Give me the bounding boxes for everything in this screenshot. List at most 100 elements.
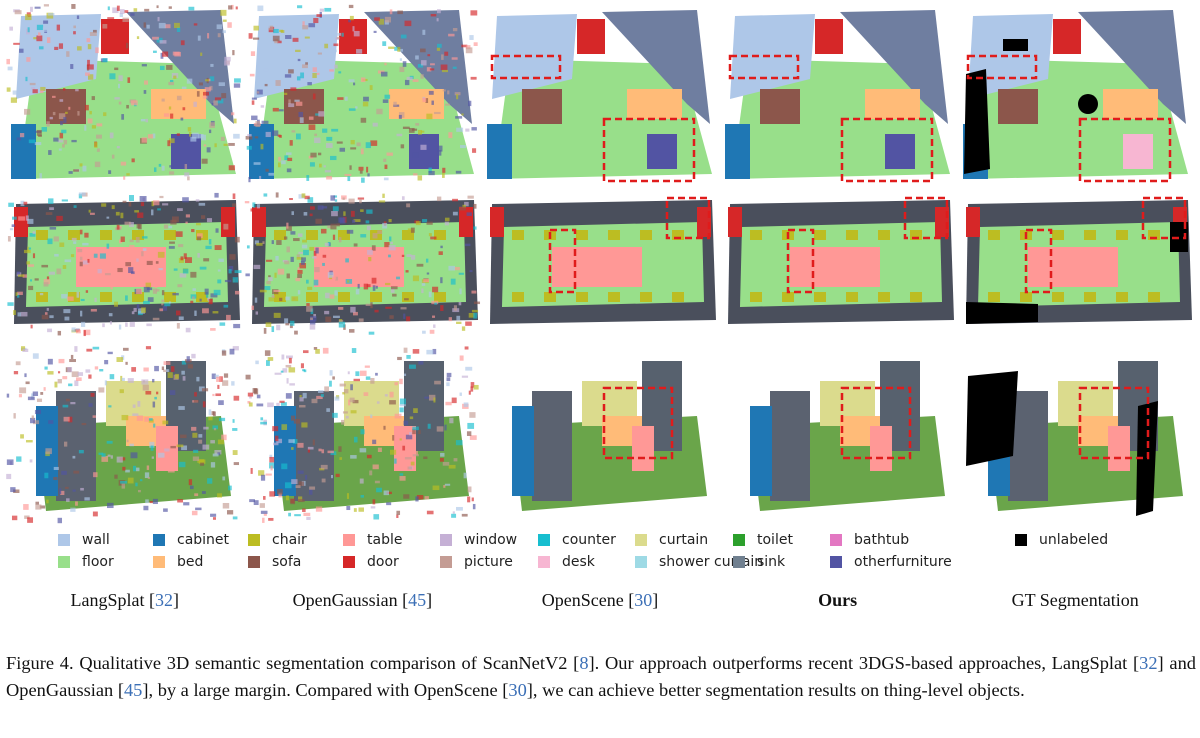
segmentation-render bbox=[963, 10, 1190, 183]
legend-item-chair: chair bbox=[248, 532, 307, 548]
legend-swatch bbox=[538, 534, 550, 546]
scene-panel-ours bbox=[720, 346, 957, 526]
scene-panel-gt-segmentation bbox=[958, 192, 1195, 340]
scene-panel-langsplat bbox=[6, 346, 243, 526]
legend-swatch bbox=[440, 556, 452, 568]
legend-swatch bbox=[830, 556, 842, 568]
segmentation-render bbox=[725, 10, 952, 183]
method-name: OpenScene bbox=[541, 590, 624, 610]
method-label-opengaussian: OpenGaussian [45] bbox=[292, 590, 433, 610]
legend-item-window: window bbox=[440, 532, 517, 548]
segmentation-render bbox=[730, 361, 950, 511]
legend-label: desk bbox=[562, 554, 595, 570]
segmentation-render bbox=[6, 4, 241, 182]
legend-label: sofa bbox=[272, 554, 302, 570]
legend-swatch bbox=[830, 534, 842, 546]
legend-swatch bbox=[635, 556, 647, 568]
legend-swatch bbox=[538, 556, 550, 568]
segmentation-render bbox=[490, 196, 716, 324]
figure-grid bbox=[6, 4, 1195, 526]
caption-citation[interactable]: 8 bbox=[579, 653, 589, 673]
method-name: LangSplat bbox=[70, 590, 145, 610]
legend-swatch bbox=[248, 534, 260, 546]
legend-item-picture: picture bbox=[440, 554, 513, 570]
method-label-openscene: OpenScene [30] bbox=[541, 590, 659, 610]
caption-text: ], we can achieve better segmentation re… bbox=[526, 680, 1025, 700]
legend-swatch bbox=[153, 534, 165, 546]
legend-label: table bbox=[367, 532, 403, 548]
method-label-langsplat: LangSplat [32] bbox=[70, 590, 180, 610]
caption-text: ]. Our approach outperforms recent 3DGS-… bbox=[588, 653, 1140, 673]
legend-label: bed bbox=[177, 554, 204, 570]
legend-item-floor: floor bbox=[58, 554, 114, 570]
method-label-gt-segmentation: GT Segmentation bbox=[956, 590, 1194, 611]
figure-caption: Figure 4. Qualitative 3D semantic segmen… bbox=[6, 650, 1196, 704]
citation-link[interactable]: 45 bbox=[408, 590, 427, 610]
legend-item-bathtub: bathtub bbox=[830, 532, 909, 548]
legend-item-wall: wall bbox=[58, 532, 110, 548]
legend-item-sofa: sofa bbox=[248, 554, 301, 570]
legend-label: toilet bbox=[757, 532, 793, 548]
legend-swatch bbox=[733, 556, 745, 568]
scene-panel-openscene bbox=[482, 192, 719, 340]
legend-item-door: door bbox=[343, 554, 399, 570]
segmentation-render bbox=[492, 361, 712, 511]
legend-item-cabinet: cabinet bbox=[153, 532, 229, 548]
citation-link[interactable]: 32 bbox=[155, 590, 174, 610]
legend-label: picture bbox=[464, 554, 513, 570]
caption-text: ] and OpenGaussian [ bbox=[6, 653, 1196, 700]
legend-swatch bbox=[635, 534, 647, 546]
legend-swatch bbox=[343, 534, 355, 546]
segmentation-render bbox=[244, 192, 481, 335]
method-name: Ours bbox=[818, 590, 858, 610]
legend-swatch bbox=[733, 534, 745, 546]
method-label-ours: Ours bbox=[719, 590, 957, 611]
legend-item-table: table bbox=[343, 532, 402, 548]
legend-item-curtain: curtain bbox=[635, 532, 708, 548]
scene-panel-opengaussian bbox=[244, 192, 481, 340]
legend-label: cabinet bbox=[177, 532, 230, 548]
scene-panel-opengaussian bbox=[244, 346, 481, 526]
caption-text: Figure 4. Qualitative 3D semantic segmen… bbox=[6, 653, 580, 673]
segmentation-render bbox=[966, 361, 1188, 516]
legend-swatch bbox=[248, 556, 260, 568]
legend-label: wall bbox=[82, 532, 110, 548]
scene-panel-opengaussian bbox=[244, 4, 481, 186]
segmentation-render bbox=[245, 346, 479, 523]
caption-citation[interactable]: 32 bbox=[1139, 653, 1158, 673]
legend-label: window bbox=[464, 532, 518, 548]
scene-panel-langsplat bbox=[6, 4, 243, 186]
legend-label: counter bbox=[562, 532, 616, 548]
legend-swatch bbox=[58, 556, 70, 568]
legend-swatch bbox=[153, 556, 165, 568]
method-labels: LangSplat [32] OpenGaussian [45] OpenScene… bbox=[6, 590, 1194, 611]
legend-label: unlabeled bbox=[1039, 532, 1109, 548]
legend-swatch bbox=[343, 556, 355, 568]
method-name: GT Segmentation bbox=[1011, 590, 1139, 610]
legend-item-otherfurniture: otherfurniture bbox=[830, 554, 952, 570]
legend-label: curtain bbox=[659, 532, 709, 548]
legend-label: floor bbox=[82, 554, 114, 570]
legend-label: door bbox=[367, 554, 399, 570]
legend-item-bed: bed bbox=[153, 554, 203, 570]
citation-link[interactable]: 30 bbox=[634, 590, 653, 610]
scene-panel-openscene bbox=[482, 4, 719, 186]
legend-item-counter: counter bbox=[538, 532, 616, 548]
method-name: OpenGaussian bbox=[292, 590, 398, 610]
legend-label: sink bbox=[757, 554, 786, 570]
legend-item-desk: desk bbox=[538, 554, 595, 570]
scene-panel-ours bbox=[720, 4, 957, 186]
legend-item-sink: sink bbox=[733, 554, 785, 570]
caption-text: ], by a large margin. Compared with Open… bbox=[142, 680, 509, 700]
legend-label: bathtub bbox=[854, 532, 910, 548]
caption-citation[interactable]: 45 bbox=[123, 680, 143, 700]
scene-panel-openscene bbox=[482, 346, 719, 526]
scene-panel-gt-segmentation bbox=[958, 4, 1195, 186]
segmentation-render bbox=[6, 346, 240, 524]
legend-item-unlabeled: unlabeled bbox=[1015, 532, 1108, 548]
caption-citation[interactable]: 30 bbox=[508, 680, 527, 700]
legend: wall cabinet chair table window counter curtai… bbox=[58, 532, 1188, 576]
scene-panel-gt-segmentation bbox=[958, 346, 1195, 526]
legend-swatch bbox=[58, 534, 70, 546]
scene-panel-langsplat bbox=[6, 192, 243, 340]
